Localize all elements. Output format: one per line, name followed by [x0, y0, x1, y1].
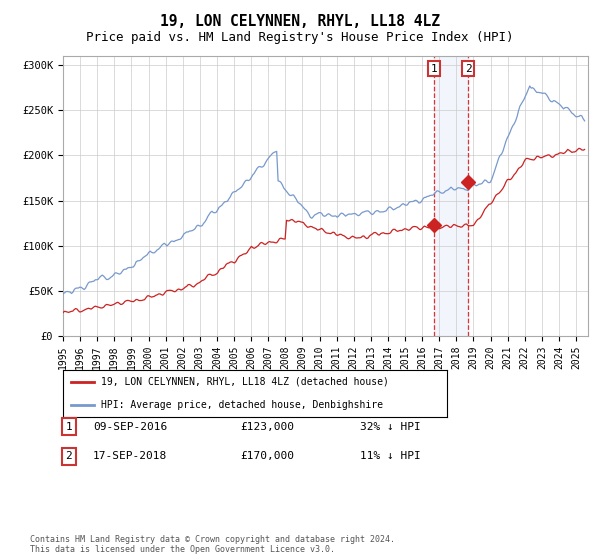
Text: 17-SEP-2018: 17-SEP-2018 — [93, 451, 167, 461]
Text: 1: 1 — [65, 422, 73, 432]
Text: 19, LON CELYNNEN, RHYL, LL18 4LZ: 19, LON CELYNNEN, RHYL, LL18 4LZ — [160, 14, 440, 29]
Text: 32% ↓ HPI: 32% ↓ HPI — [360, 422, 421, 432]
Text: 11% ↓ HPI: 11% ↓ HPI — [360, 451, 421, 461]
Text: £123,000: £123,000 — [240, 422, 294, 432]
Text: Contains HM Land Registry data © Crown copyright and database right 2024.
This d: Contains HM Land Registry data © Crown c… — [30, 535, 395, 554]
Text: £170,000: £170,000 — [240, 451, 294, 461]
Text: 09-SEP-2016: 09-SEP-2016 — [93, 422, 167, 432]
Bar — [434, 56, 468, 336]
Text: 2: 2 — [65, 451, 73, 461]
Text: Price paid vs. HM Land Registry's House Price Index (HPI): Price paid vs. HM Land Registry's House … — [86, 31, 514, 44]
Text: 2: 2 — [465, 64, 472, 74]
Text: 1: 1 — [431, 64, 437, 74]
Text: 19, LON CELYNNEN, RHYL, LL18 4LZ (detached house): 19, LON CELYNNEN, RHYL, LL18 4LZ (detach… — [101, 376, 389, 386]
Text: HPI: Average price, detached house, Denbighshire: HPI: Average price, detached house, Denb… — [101, 400, 383, 410]
